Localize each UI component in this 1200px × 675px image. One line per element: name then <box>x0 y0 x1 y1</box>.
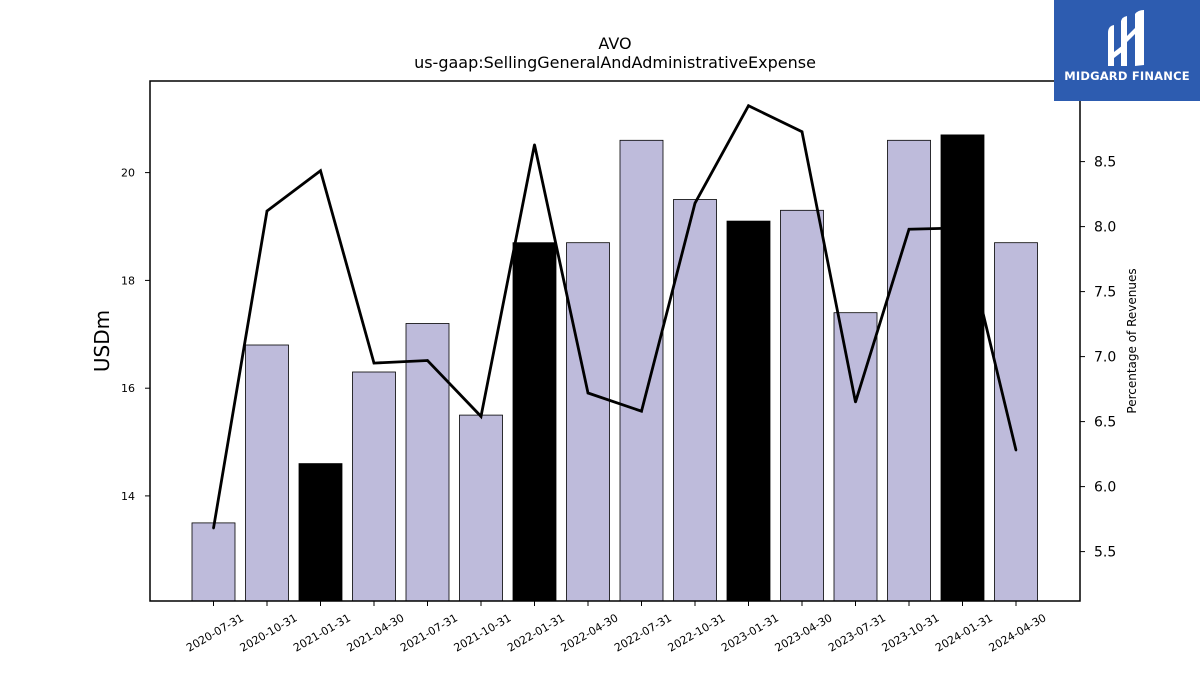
bar <box>673 199 717 602</box>
x-tick-label: 2023-10-31 <box>880 611 942 654</box>
plot-frame <box>149 80 1081 602</box>
chart-title: AVO <box>598 34 631 53</box>
line-point <box>907 228 911 231</box>
x-tick-label: 2021-07-31 <box>398 611 460 654</box>
bar <box>833 312 878 602</box>
bar <box>352 371 396 602</box>
x-tick-label: 2022-10-31 <box>666 611 728 654</box>
logo-text: MIDGARD FINANCE <box>1064 69 1190 83</box>
y2-tick-label: 7.0 <box>1094 350 1116 366</box>
chart-subtitle: us-gaap:SellingGeneralAndAdministrativeE… <box>414 53 816 72</box>
line-point <box>212 527 215 530</box>
bar <box>191 522 236 602</box>
x-tick-label: 2020-10-31 <box>238 611 300 654</box>
x-tick-label: 2024-04-30 <box>987 611 1049 654</box>
bar-highlight <box>512 242 557 602</box>
y2-tick-label: 5.5 <box>1094 545 1116 561</box>
line-point <box>479 415 483 418</box>
bar-highlight <box>298 463 343 602</box>
y-tick-label: 14 <box>121 490 135 503</box>
line-point <box>854 400 857 404</box>
x-tick-label: 2023-01-31 <box>719 611 781 654</box>
x-tick-label: 2022-04-30 <box>559 611 621 654</box>
bar <box>405 323 450 602</box>
bar <box>887 139 931 602</box>
line-point <box>640 410 643 413</box>
bar-highlight <box>726 220 771 602</box>
bar <box>566 242 610 602</box>
line-point <box>319 169 322 172</box>
y2-tick-label: 7.5 <box>1094 285 1116 301</box>
y2-tick-label: 6.0 <box>1094 480 1116 496</box>
bar <box>994 242 1038 602</box>
logo: MIDGARD FINANCE <box>1054 0 1200 101</box>
line-point <box>426 359 429 362</box>
x-tick-label: 2021-01-31 <box>291 611 353 654</box>
bar <box>619 139 664 602</box>
y2-tick-label: 6.5 <box>1094 415 1116 431</box>
y-tick-label: 16 <box>121 382 135 395</box>
line-point <box>265 209 269 213</box>
x-tick-label: 2021-04-30 <box>345 611 407 654</box>
line-point <box>747 104 750 107</box>
x-tick-label: 2021-10-31 <box>452 611 514 654</box>
x-tick-label: 2022-07-31 <box>612 611 674 654</box>
x-tick-label: 2023-07-31 <box>826 611 888 654</box>
y2-tick-label: 8.0 <box>1094 220 1116 236</box>
x-tick-label: 2020-07-31 <box>184 611 246 654</box>
line-point <box>961 226 964 230</box>
line-series <box>212 103 1018 529</box>
y-axis-label: USDm <box>90 310 114 372</box>
bar <box>459 414 503 602</box>
line-point <box>693 202 697 205</box>
y2-axis-label: Percentage of Revenues <box>1125 268 1139 413</box>
line-point <box>1014 449 1018 452</box>
bar <box>245 344 289 602</box>
x-tick-label: 2022-01-31 <box>505 611 567 654</box>
y-tick-label: 20 <box>121 167 135 180</box>
line-series-group <box>212 103 1018 530</box>
y2-tick-label: 8.5 <box>1094 155 1116 171</box>
logo-mark-icon <box>1108 10 1144 66</box>
x-tick-label: 2024-01-31 <box>933 611 995 654</box>
bar-group <box>191 134 1038 602</box>
bar <box>780 209 824 602</box>
bar-highlight <box>940 134 985 602</box>
x-tick-label: 2023-04-30 <box>773 611 835 654</box>
y-tick-label: 18 <box>121 274 135 287</box>
line-point <box>372 361 376 365</box>
line-point <box>800 130 804 133</box>
line-point <box>533 143 536 146</box>
line-point <box>586 391 590 395</box>
